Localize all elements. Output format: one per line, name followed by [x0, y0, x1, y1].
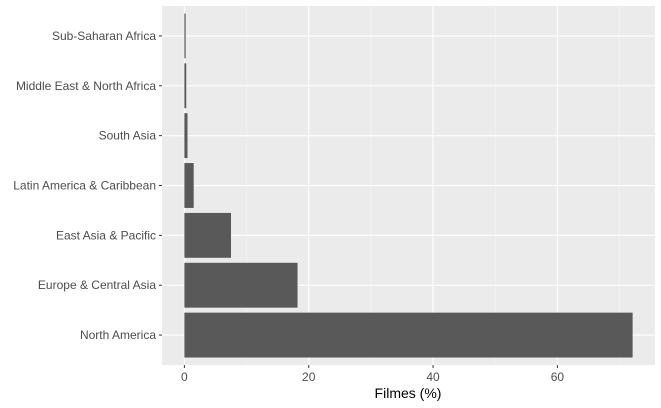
x-tick-label: 60	[551, 370, 565, 384]
x-tick-label: 20	[302, 370, 316, 384]
bar	[184, 63, 187, 109]
x-tick-label: 40	[426, 370, 440, 384]
bar	[184, 13, 186, 59]
x-axis: 0 20 40 60	[181, 365, 564, 384]
y-tick-label: South Asia	[99, 129, 157, 143]
y-tick-label: Middle East & North Africa	[16, 79, 156, 93]
x-axis-title: Filmes (%)	[375, 385, 442, 401]
bar	[184, 212, 232, 258]
bar	[184, 113, 188, 159]
x-tick-label: 0	[181, 370, 188, 384]
bar	[184, 312, 633, 358]
y-tick-label: East Asia & Pacific	[56, 228, 156, 242]
bar	[184, 163, 194, 208]
y-tick-label: Latin America & Caribbean	[13, 179, 156, 193]
bar	[184, 262, 298, 308]
bars	[184, 13, 633, 358]
y-tick-label: Europe & Central Asia	[38, 278, 156, 292]
y-tick-label: Sub-Saharan Africa	[52, 29, 156, 43]
y-tick-label: North America	[80, 328, 156, 342]
y-axis: North America Europe & Central Asia East A…	[13, 29, 162, 342]
